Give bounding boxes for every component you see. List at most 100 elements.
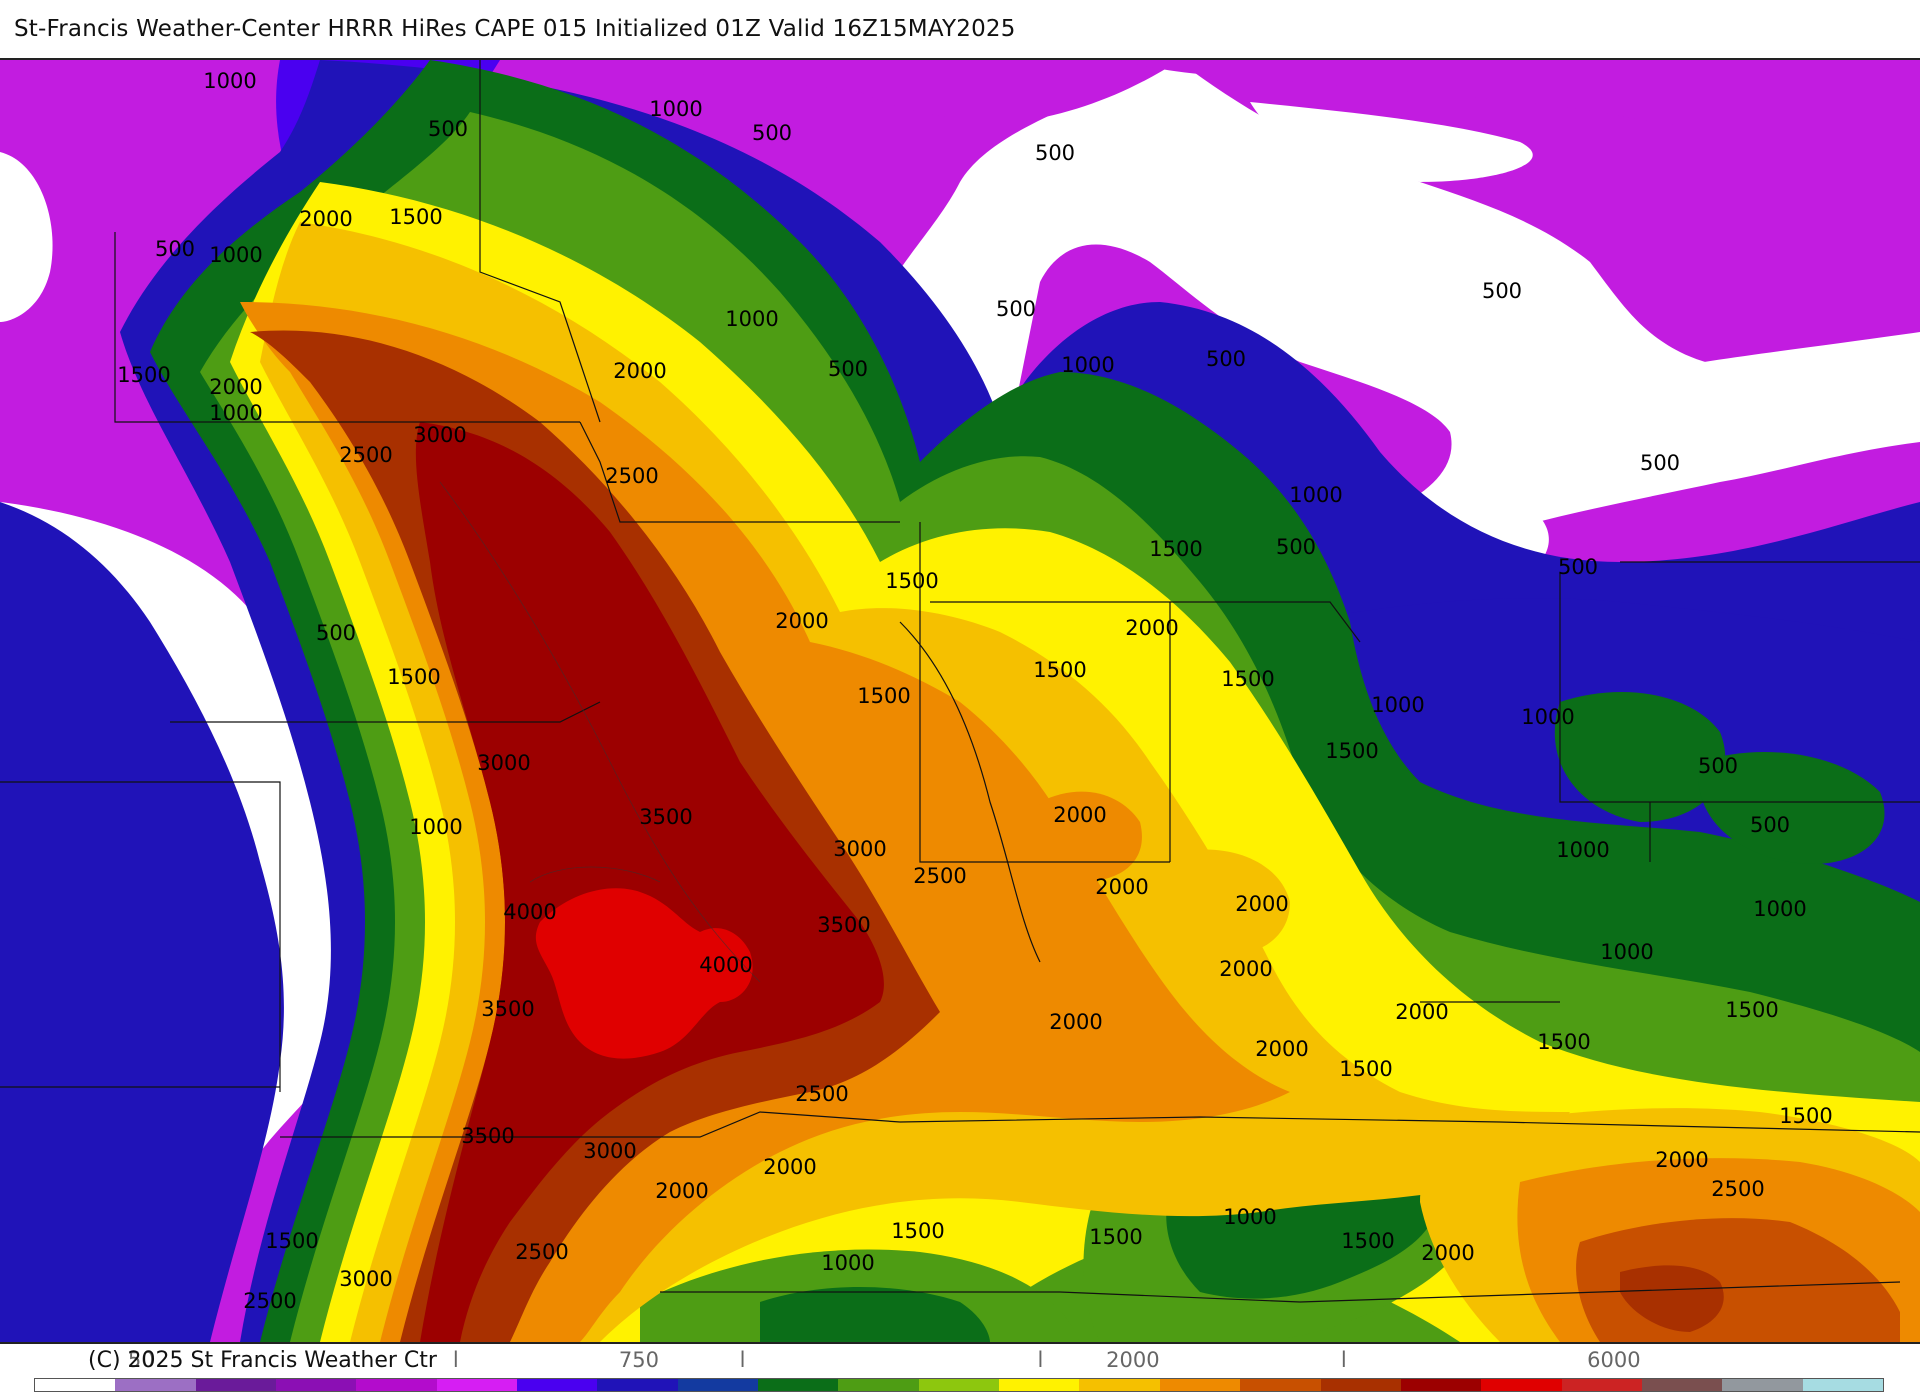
colorbar-segment <box>758 1379 839 1391</box>
scale-tick-label: l <box>1037 1348 1044 1372</box>
map-title: St-Francis Weather-Center HRRR HiRes CAP… <box>14 16 1016 42</box>
contour-label: 2000 <box>655 1179 708 1203</box>
max-cape-area <box>535 888 753 1059</box>
contour-label: 1500 <box>265 1229 318 1253</box>
contour-label: 500 <box>752 121 792 145</box>
contour-label: 2000 <box>1255 1037 1308 1061</box>
contour-label: 500 <box>1698 754 1738 778</box>
contour-label: 500 <box>155 237 195 261</box>
contour-label: 500 <box>1750 813 1790 837</box>
scale-ticks: 50 l 750 l l 2000 l 6000 <box>0 1348 1920 1372</box>
contour-label: 2000 <box>1219 957 1272 981</box>
contour-label: 1500 <box>1325 739 1378 763</box>
contour-label: 1500 <box>1537 1030 1590 1054</box>
contour-label: 1000 <box>1753 897 1806 921</box>
state-borders <box>0 60 1920 1303</box>
colorbar-segment <box>115 1379 196 1391</box>
contour-label: 2000 <box>1395 1000 1448 1024</box>
colorbar-segment <box>999 1379 1080 1391</box>
colorbar-segment <box>195 1379 277 1391</box>
contour-label: 2000 <box>775 609 828 633</box>
colorbar-segment <box>1722 1379 1803 1391</box>
cape-map: 1000 500 1000 500 500 2000 1500 500 1000 1000 500 1… <box>0 58 1920 1344</box>
scale-tick-label: 750 <box>618 1348 659 1372</box>
contour-label: 3000 <box>413 423 466 447</box>
contour-label: 1500 <box>891 1219 944 1243</box>
cape-colorbar <box>34 1378 1884 1392</box>
contour-label: 1000 <box>725 307 778 331</box>
scale-tick-label: l <box>739 1348 746 1372</box>
colorbar-segment <box>1400 1379 1482 1391</box>
contour-label: 2000 <box>1655 1148 1708 1172</box>
scale-tick-label: l <box>1340 1348 1347 1372</box>
contour-label: 500 <box>1206 347 1246 371</box>
colorbar-segment <box>1802 1379 1883 1391</box>
contour-label: 2000 <box>613 359 666 383</box>
contour-label: 1500 <box>117 363 170 387</box>
contour-label: 1500 <box>1779 1104 1832 1128</box>
legend-footer: 50 l 750 l l 2000 l 6000 (C) 2025 St Francis We… <box>0 1340 1920 1400</box>
scale-tick-label: 2000 <box>1106 1348 1160 1372</box>
contour-label: 1000 <box>209 243 262 267</box>
colorbar-segment <box>1159 1379 1241 1391</box>
contour-label: 3000 <box>833 837 886 861</box>
contour-label: 1500 <box>1339 1057 1392 1081</box>
contour-label: 500 <box>1276 535 1316 559</box>
contour-label: 2500 <box>1711 1177 1764 1201</box>
scale-tick-label: 50 <box>127 1348 155 1372</box>
colorbar-segment <box>677 1379 759 1391</box>
contour-label: 3500 <box>481 997 534 1021</box>
colorbar-segment <box>35 1379 116 1391</box>
colorbar-segment <box>1240 1379 1321 1391</box>
contour-label: 1000 <box>1521 705 1574 729</box>
contour-label: 1000 <box>1289 483 1342 507</box>
contour-label: 1500 <box>1149 537 1202 561</box>
contour-label: 500 <box>1035 141 1075 165</box>
contour-label: 500 <box>1558 555 1598 579</box>
contour-label: 1500 <box>1089 1225 1142 1249</box>
contour-label: 2000 <box>1421 1241 1474 1265</box>
contour-label: 4000 <box>699 953 752 977</box>
contour-label: 1500 <box>1033 658 1086 682</box>
contour-label: 1000 <box>1600 940 1653 964</box>
contour-label: 2000 <box>299 207 352 231</box>
colorbar-segment <box>838 1379 919 1391</box>
contour-label: 1000 <box>1556 838 1609 862</box>
contour-label: 2000 <box>1095 875 1148 899</box>
contour-label: 1500 <box>1725 998 1778 1022</box>
colorbar-segment <box>356 1379 437 1391</box>
contour-label: 2000 <box>1235 892 1288 916</box>
colorbar-segment <box>597 1379 678 1391</box>
colorbar-segment <box>436 1379 518 1391</box>
colorbar-segment <box>1079 1379 1160 1391</box>
colorbar-segment <box>1561 1379 1642 1391</box>
contour-label: 500 <box>1482 279 1522 303</box>
contour-label: 2000 <box>1049 1010 1102 1034</box>
contour-label: 2500 <box>515 1240 568 1264</box>
contour-label: 3000 <box>339 1267 392 1291</box>
contour-label: 3000 <box>583 1139 636 1163</box>
contour-label: 1500 <box>857 684 910 708</box>
contour-label: 3500 <box>817 913 870 937</box>
contour-label: 3000 <box>477 751 530 775</box>
contour-label: 1500 <box>1341 1229 1394 1253</box>
contour-label: 1000 <box>1223 1205 1276 1229</box>
scale-tick-label: 6000 <box>1587 1348 1641 1372</box>
contour-label: 500 <box>1640 451 1680 475</box>
contour-label: 500 <box>996 297 1036 321</box>
colorbar-segment <box>1320 1379 1401 1391</box>
colorbar-segment <box>517 1379 598 1391</box>
contour-label: 1500 <box>1221 667 1274 691</box>
scale-tick-label: l <box>452 1348 459 1372</box>
colorbar-segment <box>918 1379 1000 1391</box>
copyright-text: (C) 2025 St Francis Weather Ctr <box>88 1348 437 1373</box>
great-lakes <box>869 62 1920 602</box>
contour-label: 4000 <box>503 900 556 924</box>
contour-label: 1000 <box>203 69 256 93</box>
contour-label: 2000 <box>763 1155 816 1179</box>
contour-label: 2500 <box>605 464 658 488</box>
cape-map-canvas: 1000 500 1000 500 500 2000 1500 500 1000 1000 500 1… <box>0 60 1920 1342</box>
contour-label: 2500 <box>795 1082 848 1106</box>
contour-label: 1500 <box>885 569 938 593</box>
contour-label: 3500 <box>639 805 692 829</box>
